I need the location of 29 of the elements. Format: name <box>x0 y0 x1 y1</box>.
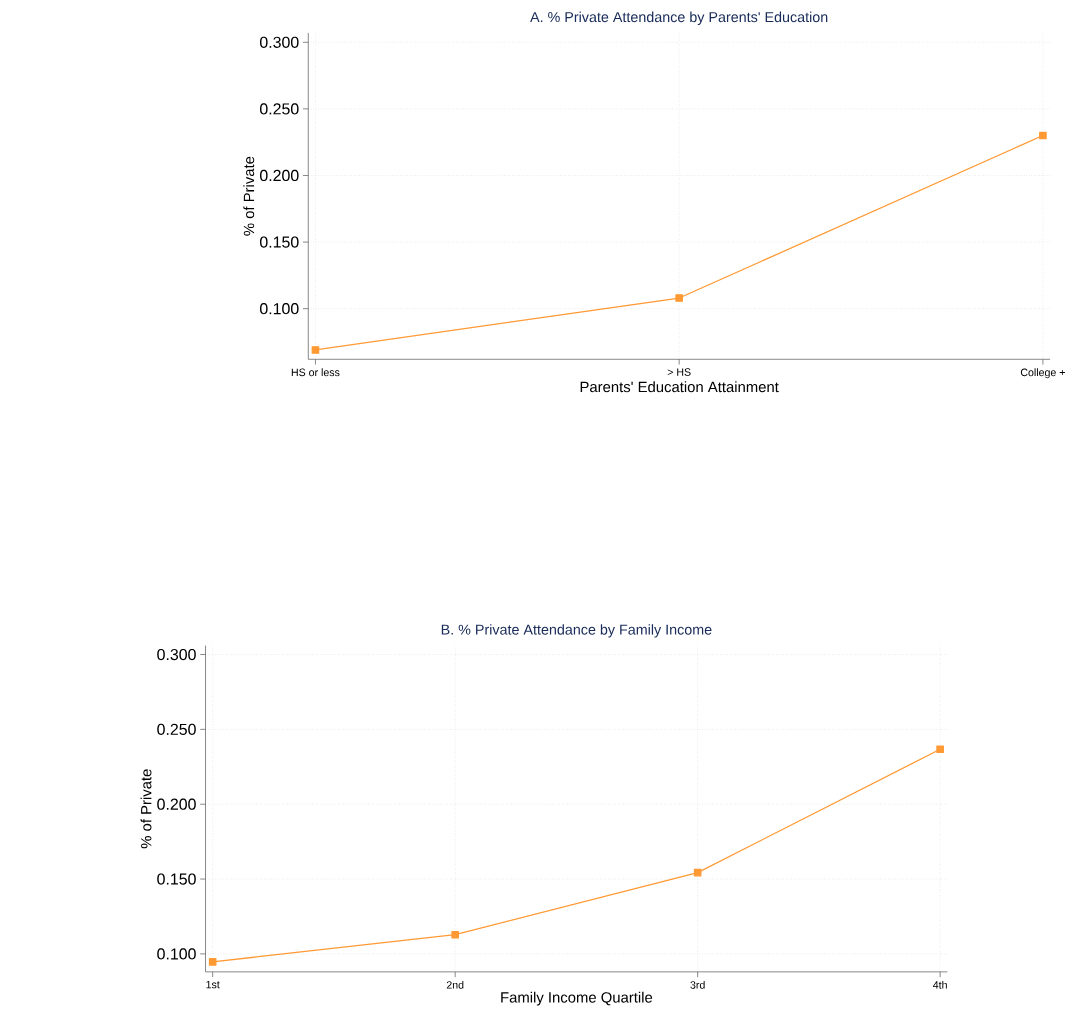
y-tick-label: 0.100 <box>157 948 196 960</box>
x-tick-label: HS or less <box>291 368 340 377</box>
y-tick-label: 0.150 <box>157 873 196 885</box>
x-tick-label: 2nd <box>446 980 464 989</box>
x-tick-label: > HS <box>667 368 691 376</box>
x-tick-label: 1st <box>206 980 220 989</box>
point <box>1039 131 1047 140</box>
point <box>451 930 459 939</box>
y-tick-label: 0.200 <box>260 169 299 182</box>
x-tick-label: 4th <box>933 980 947 989</box>
y-tick-label: 0.250 <box>157 723 196 735</box>
point <box>311 346 320 354</box>
chart-title: B. % Private Attendance by Family Income <box>441 624 712 638</box>
x-axis-title: Parents' Education Attainment <box>580 381 779 393</box>
x-axis-title: Family Income Quartile <box>501 991 653 1006</box>
x-tick-label: 3rd <box>690 980 705 989</box>
y-tick-label: 0.300 <box>260 36 299 48</box>
y-tick-label: 0.300 <box>157 648 196 661</box>
point <box>208 957 217 966</box>
y-axis-title: % of Private <box>243 156 255 236</box>
y-tick-label: 0.150 <box>260 236 299 248</box>
y-axis-title: % of Private <box>140 769 152 849</box>
point <box>936 745 944 754</box>
x-tick-label: College + <box>1020 368 1065 379</box>
y-tick-label: 0.250 <box>260 103 299 115</box>
chart-title: A. % Private Attendance by Parents' Education <box>530 11 828 25</box>
y-tick-label: 0.200 <box>157 798 196 810</box>
point <box>675 294 683 302</box>
y-tick-label: 0.100 <box>260 302 299 315</box>
